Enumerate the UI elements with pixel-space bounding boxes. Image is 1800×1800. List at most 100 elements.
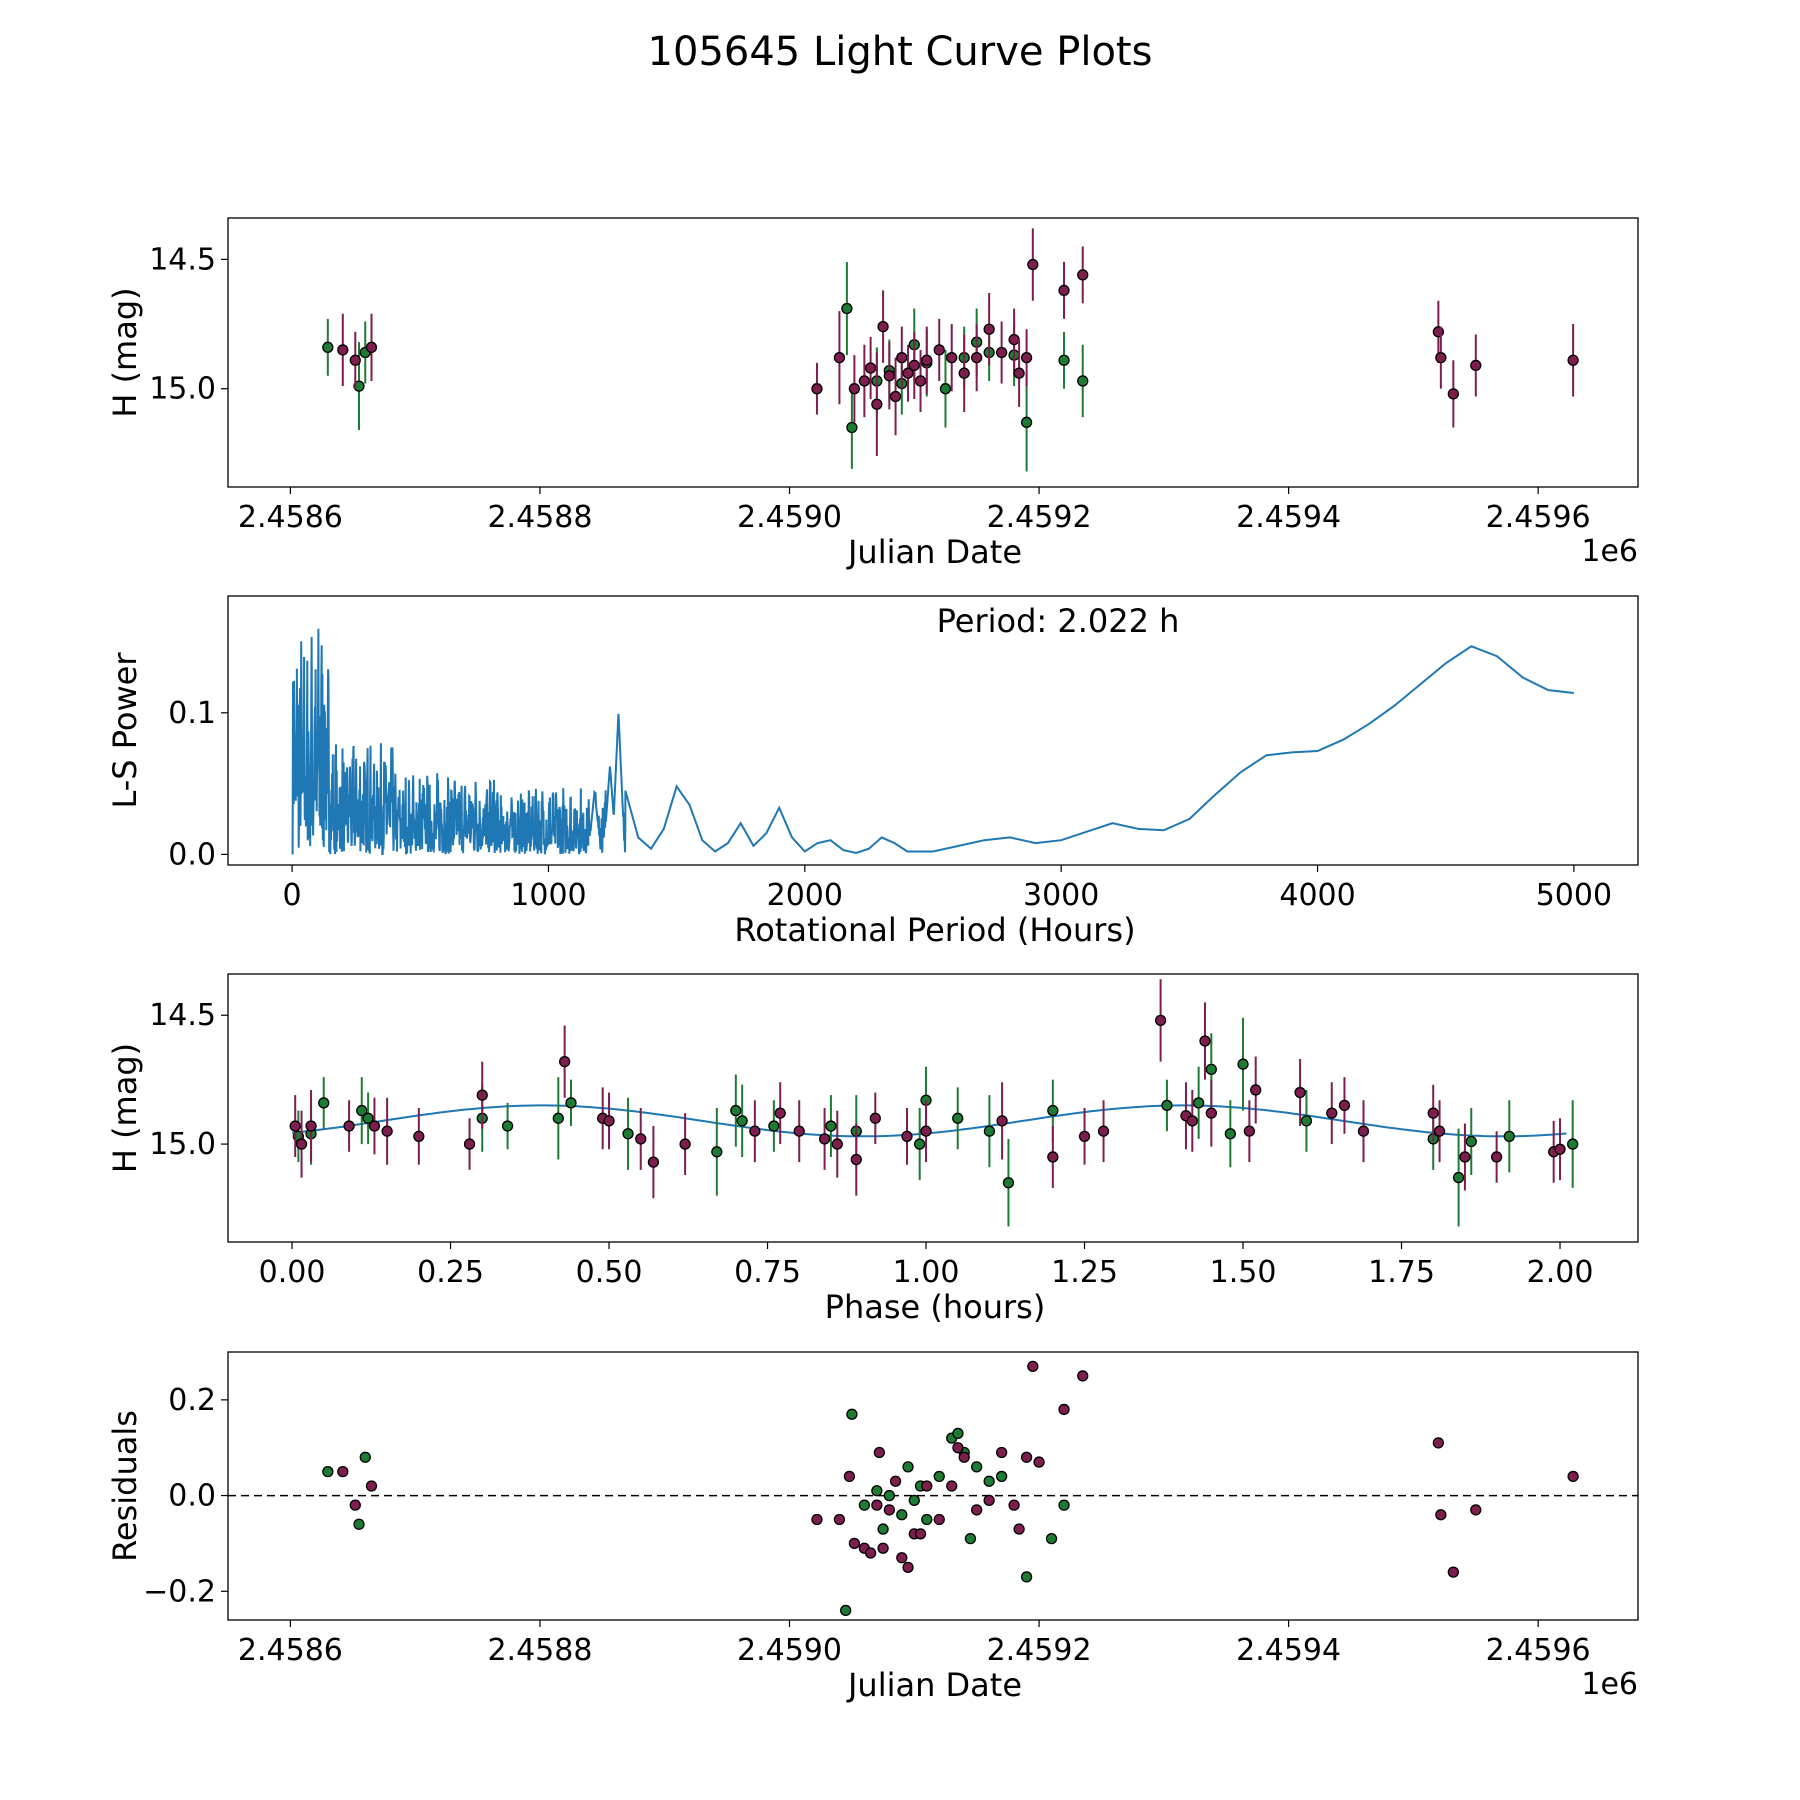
y-tick-label: 0.0 — [168, 837, 216, 872]
data-point — [946, 1480, 958, 1492]
y-axis-label: L-S Power — [106, 652, 144, 809]
data-point — [818, 1133, 831, 1145]
data-point — [1020, 1451, 1033, 1463]
data-point — [1058, 1403, 1070, 1416]
data-point — [1020, 416, 1033, 428]
data-point — [559, 1055, 571, 1068]
x-tick-label: 2.4586 — [238, 1633, 343, 1668]
data-point — [952, 1442, 964, 1454]
data-point — [983, 1494, 995, 1507]
data-point — [413, 1130, 425, 1142]
data-point — [1326, 1107, 1338, 1119]
data-point — [1078, 1130, 1091, 1142]
data-point — [846, 421, 858, 434]
data-point — [1357, 1125, 1370, 1137]
data-point — [1027, 258, 1039, 271]
y-tick-label: 0.1 — [168, 696, 216, 731]
data-point — [858, 1499, 871, 1511]
data-point — [908, 359, 920, 372]
x-tick-label: 5000 — [1536, 878, 1612, 913]
x-offset-label: 1e6 — [1581, 1667, 1638, 1702]
data-point — [603, 1115, 615, 1127]
data-point — [1237, 1058, 1249, 1070]
data-point — [983, 323, 995, 335]
data-point — [295, 1138, 308, 1150]
data-point — [365, 341, 378, 353]
data-point — [939, 383, 952, 395]
plot-area — [228, 1360, 1638, 1617]
data-point — [871, 1485, 883, 1497]
period-annotation: Period: 2.022 h — [937, 602, 1180, 640]
x-tick-label: 1.25 — [1051, 1255, 1118, 1290]
data-point — [1013, 1523, 1025, 1535]
data-point — [1432, 1437, 1445, 1449]
data-point — [811, 1513, 823, 1526]
data-point — [1447, 388, 1459, 400]
data-point — [995, 1446, 1008, 1459]
data-point — [749, 1125, 761, 1137]
data-point — [365, 1480, 378, 1492]
data-point — [647, 1156, 660, 1168]
data-point — [353, 380, 365, 392]
data-point — [843, 1470, 856, 1483]
data-point — [768, 1120, 780, 1132]
data-point — [1097, 1125, 1110, 1137]
data-point — [883, 1504, 895, 1516]
data-point — [1427, 1107, 1439, 1119]
data-point — [1250, 1084, 1262, 1096]
data-point — [1452, 1171, 1465, 1184]
data-point — [908, 1494, 920, 1507]
figure-title: 105645 Light Curve Plots — [648, 29, 1153, 75]
y-axis-label: Residuals — [106, 1410, 144, 1562]
panel-raw-lightcurve: 2.4586 2.4588 2.4590 2.4592 2.4594 2.4596 14.5… — [106, 217, 1639, 571]
data-point — [1432, 326, 1445, 338]
x-tick-label: 2.4586 — [238, 500, 343, 535]
data-point — [1554, 1143, 1566, 1155]
series-filter-g — [292, 1017, 1579, 1227]
data-point — [958, 367, 970, 379]
data-point — [1567, 1470, 1579, 1483]
data-point — [774, 1107, 786, 1119]
x-tick-label: 2.4592 — [987, 500, 1092, 535]
data-point — [825, 1120, 837, 1132]
data-point — [1047, 1151, 1059, 1163]
data-point — [318, 1097, 330, 1109]
panel-residuals: 2.4586 2.4588 2.4590 2.4592 2.4594 2.4596 −0.2… — [106, 1351, 1639, 1704]
data-point — [1490, 1151, 1503, 1163]
x-axis-label: Julian Date — [846, 1666, 1022, 1704]
data-point — [1567, 1138, 1579, 1150]
data-point — [381, 1125, 393, 1137]
periodogram-line — [291, 628, 1575, 855]
data-point — [353, 1518, 365, 1530]
data-point — [463, 1138, 476, 1150]
data-point — [1433, 1125, 1446, 1137]
x-tick-label: 2.4590 — [737, 500, 842, 535]
y-tick-label: 15.0 — [149, 1127, 216, 1162]
data-point — [921, 354, 933, 366]
data-point — [873, 1446, 885, 1459]
data-point — [877, 1523, 889, 1535]
data-point — [871, 398, 883, 410]
x-tick-label: 2.4592 — [987, 1633, 1092, 1668]
data-point — [1161, 1099, 1173, 1112]
data-point — [1294, 1086, 1306, 1099]
data-point — [1470, 1504, 1482, 1516]
x-axis-label: Rotational Period (Hours) — [734, 911, 1135, 949]
data-point — [811, 383, 823, 395]
data-point — [1058, 284, 1070, 297]
x-tick-label: 3000 — [1023, 878, 1099, 913]
data-point — [359, 1451, 371, 1463]
data-point — [850, 1153, 862, 1166]
x-axis-label: Phase (hours) — [825, 1288, 1046, 1326]
data-point — [964, 1532, 977, 1545]
data-point — [920, 1125, 932, 1137]
x-tick-label: 2.4596 — [1486, 500, 1591, 535]
x-tick-label: 2.4588 — [487, 1633, 592, 1668]
data-point — [711, 1146, 723, 1158]
axes-frame — [227, 595, 1639, 866]
x-tick-label: 2.00 — [1527, 1255, 1594, 1290]
data-point — [322, 1465, 334, 1478]
data-point — [848, 1537, 861, 1550]
data-point — [921, 1513, 933, 1526]
